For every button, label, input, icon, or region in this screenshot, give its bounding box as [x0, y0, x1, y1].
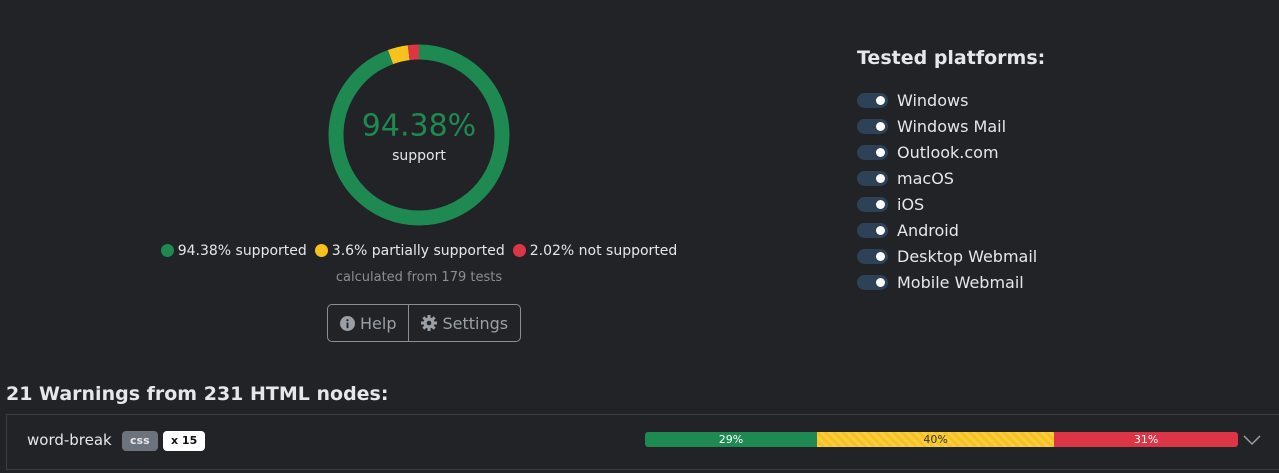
platform-label: Mobile Webmail	[897, 272, 1024, 292]
count-badge: x 15	[163, 431, 206, 451]
platform-label: Desktop Webmail	[897, 246, 1038, 266]
legend-dot	[314, 244, 328, 257]
platform-row: Windows Mail	[857, 113, 1037, 139]
legend-dot	[160, 244, 174, 257]
bar-segment: 29%	[645, 432, 817, 447]
legend-dot	[512, 244, 526, 257]
platform-row: Desktop Webmail	[857, 243, 1037, 269]
platform-label: macOS	[897, 168, 954, 188]
warning-panel	[6, 414, 1279, 470]
legend-label: 2.02% not supported	[529, 243, 678, 259]
tests-note: calculated from 179 tests	[335, 270, 503, 285]
legend-label: 3.6% partially supported	[331, 243, 505, 259]
platform-row: iOS	[857, 191, 1037, 217]
toggle[interactable]	[857, 222, 888, 238]
help-label: Help	[360, 313, 397, 333]
button-group: Help Settings	[327, 304, 522, 342]
legend-item: 3.6% partially supported	[314, 243, 505, 259]
help-button[interactable]: Help	[328, 305, 408, 341]
platform-row: macOS	[857, 165, 1037, 191]
platform-label: Windows	[897, 90, 969, 110]
toggle[interactable]	[857, 248, 888, 264]
support-bar: 29% 40% 31%	[645, 432, 1238, 447]
platform-row: Mobile Webmail	[857, 269, 1037, 295]
platform-label: iOS	[897, 194, 925, 214]
toggle[interactable]	[857, 170, 888, 186]
settings-label: Settings	[442, 313, 509, 333]
donut-chart: 94.38% support	[328, 44, 510, 226]
platform-label: Outlook.com	[897, 142, 999, 162]
toggle[interactable]	[857, 118, 888, 134]
toggle[interactable]	[857, 92, 888, 108]
bar-segment: 31%	[1054, 432, 1238, 447]
tag-badge: css	[122, 431, 158, 451]
warnings-title: 21 Warnings from 231 HTML nodes:	[6, 383, 389, 405]
expand-chevron[interactable]	[1242, 432, 1262, 448]
percent-caption: support	[392, 148, 446, 164]
platform-label: Windows Mail	[897, 116, 1007, 136]
percent: 94.38%	[362, 109, 476, 144]
legend-label: 94.38% supported	[177, 243, 307, 259]
legend: 94.38% supported 3.6% partially supported…	[0, 243, 838, 259]
donut-segment	[328, 44, 510, 226]
platform-label: Android	[897, 220, 959, 240]
settings-button[interactable]: Settings	[408, 305, 520, 341]
toggle[interactable]	[857, 274, 888, 290]
bar-segment: 40%	[816, 432, 1055, 447]
legend-item: 94.38% supported	[160, 243, 307, 259]
warning-name[interactable]: word-break	[27, 431, 112, 449]
toggle[interactable]	[857, 144, 888, 160]
platform-row: Android	[857, 217, 1037, 243]
toggle[interactable]	[857, 196, 888, 212]
platform-row: Windows	[857, 87, 1037, 113]
legend-item: 2.02% not supported	[512, 243, 678, 259]
platforms-title: Tested platforms:	[857, 47, 1046, 69]
platform-row: Outlook.com	[857, 139, 1037, 165]
platform-list: Windows Windows Mail Outlook.com macOS iOS An…	[857, 87, 1037, 295]
